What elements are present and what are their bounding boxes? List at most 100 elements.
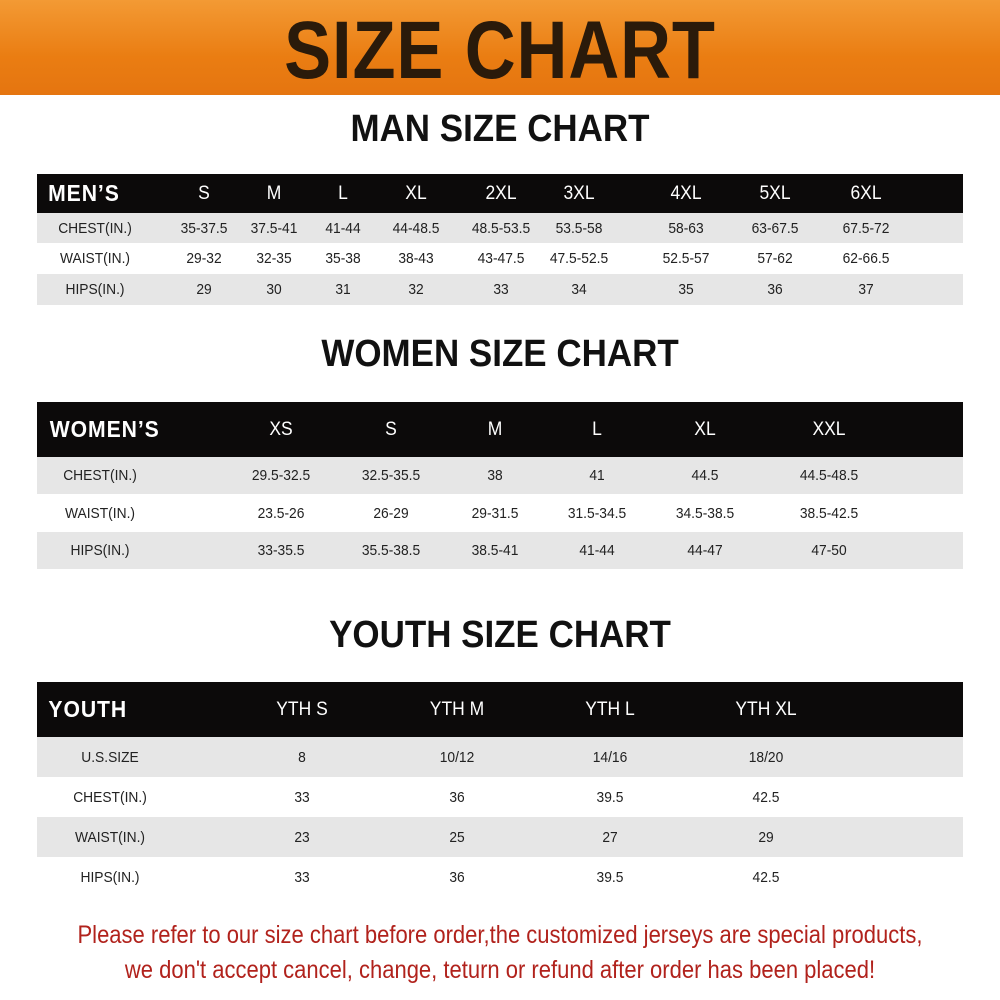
row-label: CHEST(IN.) bbox=[73, 788, 147, 806]
table-title-cell: WOMEN’S bbox=[49, 416, 160, 442]
row-label: HIPS(IN.) bbox=[70, 542, 130, 559]
table-title-cell: MEN’S bbox=[48, 180, 120, 206]
table-cell: 30 bbox=[266, 281, 282, 298]
table-cell: 39.5 bbox=[596, 788, 624, 806]
table-cell: 47-50 bbox=[811, 542, 847, 559]
size-header-cell: 4XL bbox=[670, 182, 702, 204]
banner-title: SIZE CHART bbox=[284, 5, 716, 96]
size-header-cell: M bbox=[487, 418, 503, 440]
size-header-cell: 2XL bbox=[485, 182, 517, 204]
table-cell: 33 bbox=[493, 281, 509, 298]
size-header-cell: 5XL bbox=[759, 182, 791, 204]
table-cell: 27 bbox=[602, 828, 618, 846]
size-header-cell: L bbox=[338, 182, 348, 204]
size-header-cell: YTH XL bbox=[735, 698, 797, 720]
size-header-cell: 6XL bbox=[850, 182, 882, 204]
table-cell: 38.5-42.5 bbox=[799, 504, 859, 522]
row-label: WAIST(IN.) bbox=[64, 504, 136, 522]
table-row: CHEST(IN.) 29.5-32.5 32.5-35.5 38 41 44.5 44.5… bbox=[37, 457, 963, 494]
table-cell: 67.5-72 bbox=[842, 219, 890, 237]
table-cell: 41-44 bbox=[579, 542, 615, 559]
table-cell: 35-37.5 bbox=[180, 219, 228, 237]
table-cell: 29 bbox=[196, 281, 212, 298]
table-cell: 37.5-41 bbox=[250, 219, 298, 237]
table-cell: 42.5 bbox=[752, 788, 780, 806]
size-header-cell: XL bbox=[405, 182, 427, 204]
table-row: HIPS(IN.) 33 36 39.5 42.5 bbox=[37, 857, 963, 897]
table-cell: 42.5 bbox=[752, 868, 780, 886]
table-cell: 38.5-41 bbox=[471, 542, 519, 559]
table-cell: 44-48.5 bbox=[392, 219, 440, 237]
table-cell: 35.5-38.5 bbox=[361, 542, 421, 559]
table-row: WAIST(IN.) 23.5-26 26-29 29-31.5 31.5-34.5 34… bbox=[37, 494, 963, 532]
size-header-cell: YTH M bbox=[429, 698, 485, 720]
table-cell: 23.5-26 bbox=[257, 504, 305, 522]
size-header-cell: YTH S bbox=[276, 698, 328, 720]
table-cell: 58-63 bbox=[668, 219, 704, 237]
table-cell: 32 bbox=[408, 281, 424, 298]
table-cell: 36 bbox=[449, 868, 465, 886]
table-cell: 44.5 bbox=[691, 467, 719, 484]
size-header-cell: XXL bbox=[812, 418, 846, 440]
size-header-cell: M bbox=[266, 182, 282, 204]
header-banner: SIZE CHART bbox=[0, 0, 1000, 96]
table-header-row: MEN’S S M L XL 2XL 3XL 4XL 5XL 6XL bbox=[37, 174, 963, 213]
row-label: HIPS(IN.) bbox=[65, 281, 125, 298]
table-cell: 44.5-48.5 bbox=[799, 467, 859, 484]
table-cell: 8 bbox=[298, 748, 306, 766]
table-cell: 53.5-58 bbox=[555, 219, 603, 237]
row-label: U.S.SIZE bbox=[81, 748, 139, 766]
row-label: CHEST(IN.) bbox=[58, 219, 132, 237]
table-cell: 33-35.5 bbox=[257, 542, 305, 559]
table-cell: 23 bbox=[294, 828, 310, 846]
table-cell: 35-38 bbox=[325, 250, 361, 267]
row-label: CHEST(IN.) bbox=[63, 467, 137, 484]
table-cell: 36 bbox=[449, 788, 465, 806]
table-row: WAIST(IN.) 29-32 32-35 35-38 38-43 43-47.5 47.… bbox=[37, 243, 963, 274]
table-cell: 29-32 bbox=[186, 250, 222, 267]
table-cell: 29.5-32.5 bbox=[251, 467, 311, 484]
table-row: CHEST(IN.) 33 36 39.5 42.5 bbox=[37, 777, 963, 817]
table-cell: 35 bbox=[678, 281, 694, 298]
table-cell: 32-35 bbox=[256, 250, 292, 267]
table-cell: 48.5-53.5 bbox=[471, 219, 531, 237]
table-cell: 25 bbox=[449, 828, 465, 846]
table-cell: 14/16 bbox=[592, 748, 628, 766]
table-cell: 57-62 bbox=[757, 250, 793, 267]
size-header-cell: 3XL bbox=[563, 182, 595, 204]
size-header-cell: YTH L bbox=[585, 698, 635, 720]
table-cell: 32.5-35.5 bbox=[361, 467, 421, 484]
row-label: WAIST(IN.) bbox=[59, 250, 131, 267]
table-cell: 26-29 bbox=[373, 504, 409, 522]
table-row: U.S.SIZE 8 10/12 14/16 18/20 bbox=[37, 737, 963, 777]
table-cell: 37 bbox=[858, 281, 874, 298]
size-header-cell: S bbox=[198, 182, 210, 204]
table-cell: 18/20 bbox=[748, 748, 784, 766]
table-row: HIPS(IN.) 29 30 31 32 33 34 35 36 37 bbox=[37, 274, 963, 305]
table-cell: 38-43 bbox=[398, 250, 434, 267]
table-cell: 41-44 bbox=[325, 219, 361, 237]
table-title-cell: YOUTH bbox=[48, 696, 128, 722]
table-cell: 33 bbox=[294, 868, 310, 886]
table-cell: 33 bbox=[294, 788, 310, 806]
table-cell: 31 bbox=[335, 281, 351, 298]
women-section-title: WOMEN SIZE CHART bbox=[321, 333, 679, 375]
table-cell: 29-31.5 bbox=[471, 504, 519, 522]
table-cell: 62-66.5 bbox=[842, 250, 890, 267]
disclaimer-line-2: we don't accept cancel, change, teturn o… bbox=[124, 956, 876, 984]
table-row: CHEST(IN.) 35-37.5 37.5-41 41-44 44-48.5 48.5… bbox=[37, 213, 963, 243]
table-cell: 34.5-38.5 bbox=[675, 504, 735, 522]
men-section-title: MAN SIZE CHART bbox=[350, 108, 650, 150]
table-cell: 63-67.5 bbox=[751, 219, 799, 237]
table-row: WAIST(IN.) 23 25 27 29 bbox=[37, 817, 963, 857]
table-header-row: YOUTH YTH S YTH M YTH L YTH XL bbox=[37, 682, 963, 737]
table-cell: 41 bbox=[589, 467, 605, 484]
row-label: WAIST(IN.) bbox=[74, 828, 146, 846]
table-cell: 36 bbox=[767, 281, 783, 298]
youth-section-title: YOUTH SIZE CHART bbox=[329, 614, 671, 656]
size-header-cell: S bbox=[385, 418, 397, 440]
table-cell: 31.5-34.5 bbox=[567, 504, 627, 522]
table-cell: 44-47 bbox=[687, 542, 723, 559]
disclaimer-line-1: Please refer to our size chart before or… bbox=[77, 921, 923, 949]
table-row: HIPS(IN.) 33-35.5 35.5-38.5 38.5-41 41-44 44-… bbox=[37, 532, 963, 569]
